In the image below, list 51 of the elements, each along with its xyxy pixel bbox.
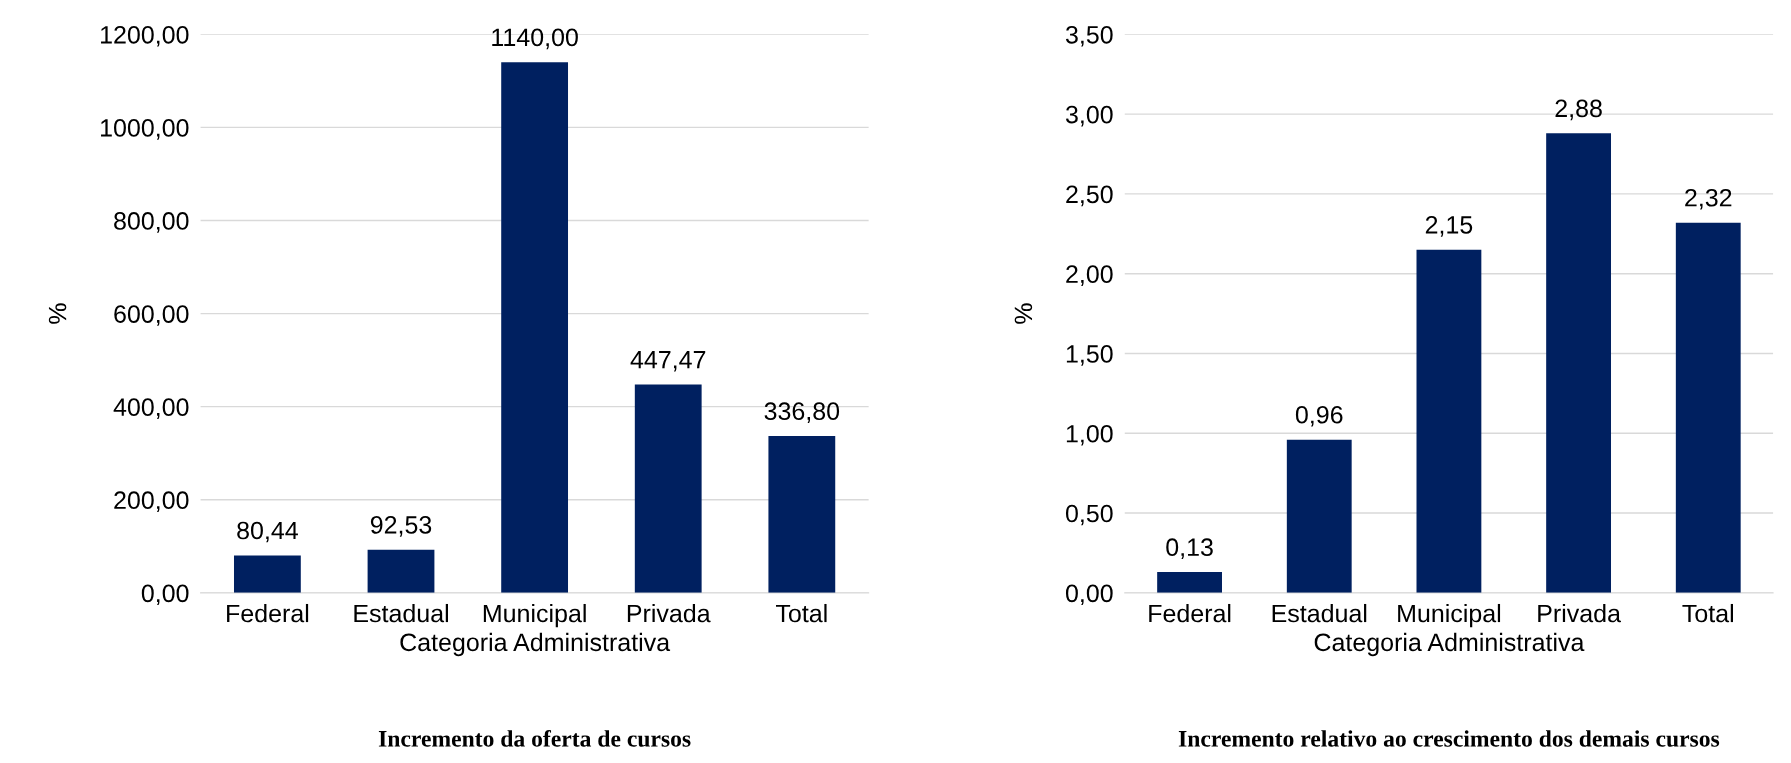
bar [367, 549, 435, 593]
y-tick-label: 1,50 [1066, 345, 1113, 366]
bar [634, 384, 702, 593]
text: Incremento da oferta de cursos [378, 729, 691, 747]
bar [1546, 133, 1611, 593]
x-tick-label: Municipal [483, 603, 586, 628]
data-label: 2,15 [1425, 216, 1473, 237]
y-tick-label: 3,50 [1065, 25, 1113, 47]
x-tick-label: Estadual [1272, 603, 1367, 623]
x-tick-label: Total [776, 603, 827, 623]
y-tick-label: 3,00 [1065, 105, 1113, 127]
bar [501, 62, 569, 593]
y-tick-label: 0,50 [1065, 504, 1113, 526]
data-label: 336,80 [764, 402, 840, 423]
x-axis-title: Categoria Administrativa [1314, 632, 1585, 657]
y-tick-label: 0,00 [1065, 584, 1113, 606]
bar [233, 555, 301, 593]
data-label: 0,96 [1295, 405, 1343, 427]
y-tick-label: 1,00 [1066, 424, 1113, 446]
text: Incremento relativo ao crescimento dos demais cursos [1178, 730, 1720, 747]
bar [1286, 439, 1352, 593]
data-label: 80,44 [237, 521, 298, 543]
data-label: 447,47 [630, 351, 706, 372]
bar [1157, 572, 1222, 593]
y-tick-label: 600,00 [114, 305, 189, 326]
data-label: 1140,00 [492, 28, 578, 50]
data-label: 2,32 [1685, 188, 1732, 210]
y-tick-label: 2,50 [1066, 185, 1113, 207]
x-tick-label: Total [1682, 603, 1733, 623]
x-tick-label: Privada [627, 603, 711, 623]
x-axis-title: Categoria Administrativa [400, 632, 671, 657]
y-axis-title: % [48, 303, 67, 324]
y-tick-label: 1200,00 [101, 25, 189, 47]
y-tick-label: 2,00 [1066, 265, 1113, 286]
bar [768, 436, 836, 593]
y-tick-label: 200,00 [114, 491, 189, 513]
y-tick-label: 0,00 [141, 584, 189, 606]
bar [1416, 249, 1482, 593]
x-tick-label: Federal [1149, 603, 1231, 623]
y-axis-title: % [1014, 303, 1033, 324]
y-tick-label: 400,00 [113, 398, 189, 419]
x-tick-label: Municipal [1398, 603, 1501, 628]
x-tick-label: Estadual [354, 603, 448, 623]
x-tick-label: Federal [227, 603, 309, 623]
data-label: 0,13 [1166, 538, 1213, 560]
data-label: 92,53 [370, 516, 432, 537]
y-tick-label: 1000,00 [101, 119, 189, 140]
data-label: 2,88 [1555, 99, 1602, 121]
bar [1675, 222, 1741, 593]
x-tick-label: Privada [1538, 603, 1621, 623]
y-tick-label: 800,00 [114, 212, 189, 233]
